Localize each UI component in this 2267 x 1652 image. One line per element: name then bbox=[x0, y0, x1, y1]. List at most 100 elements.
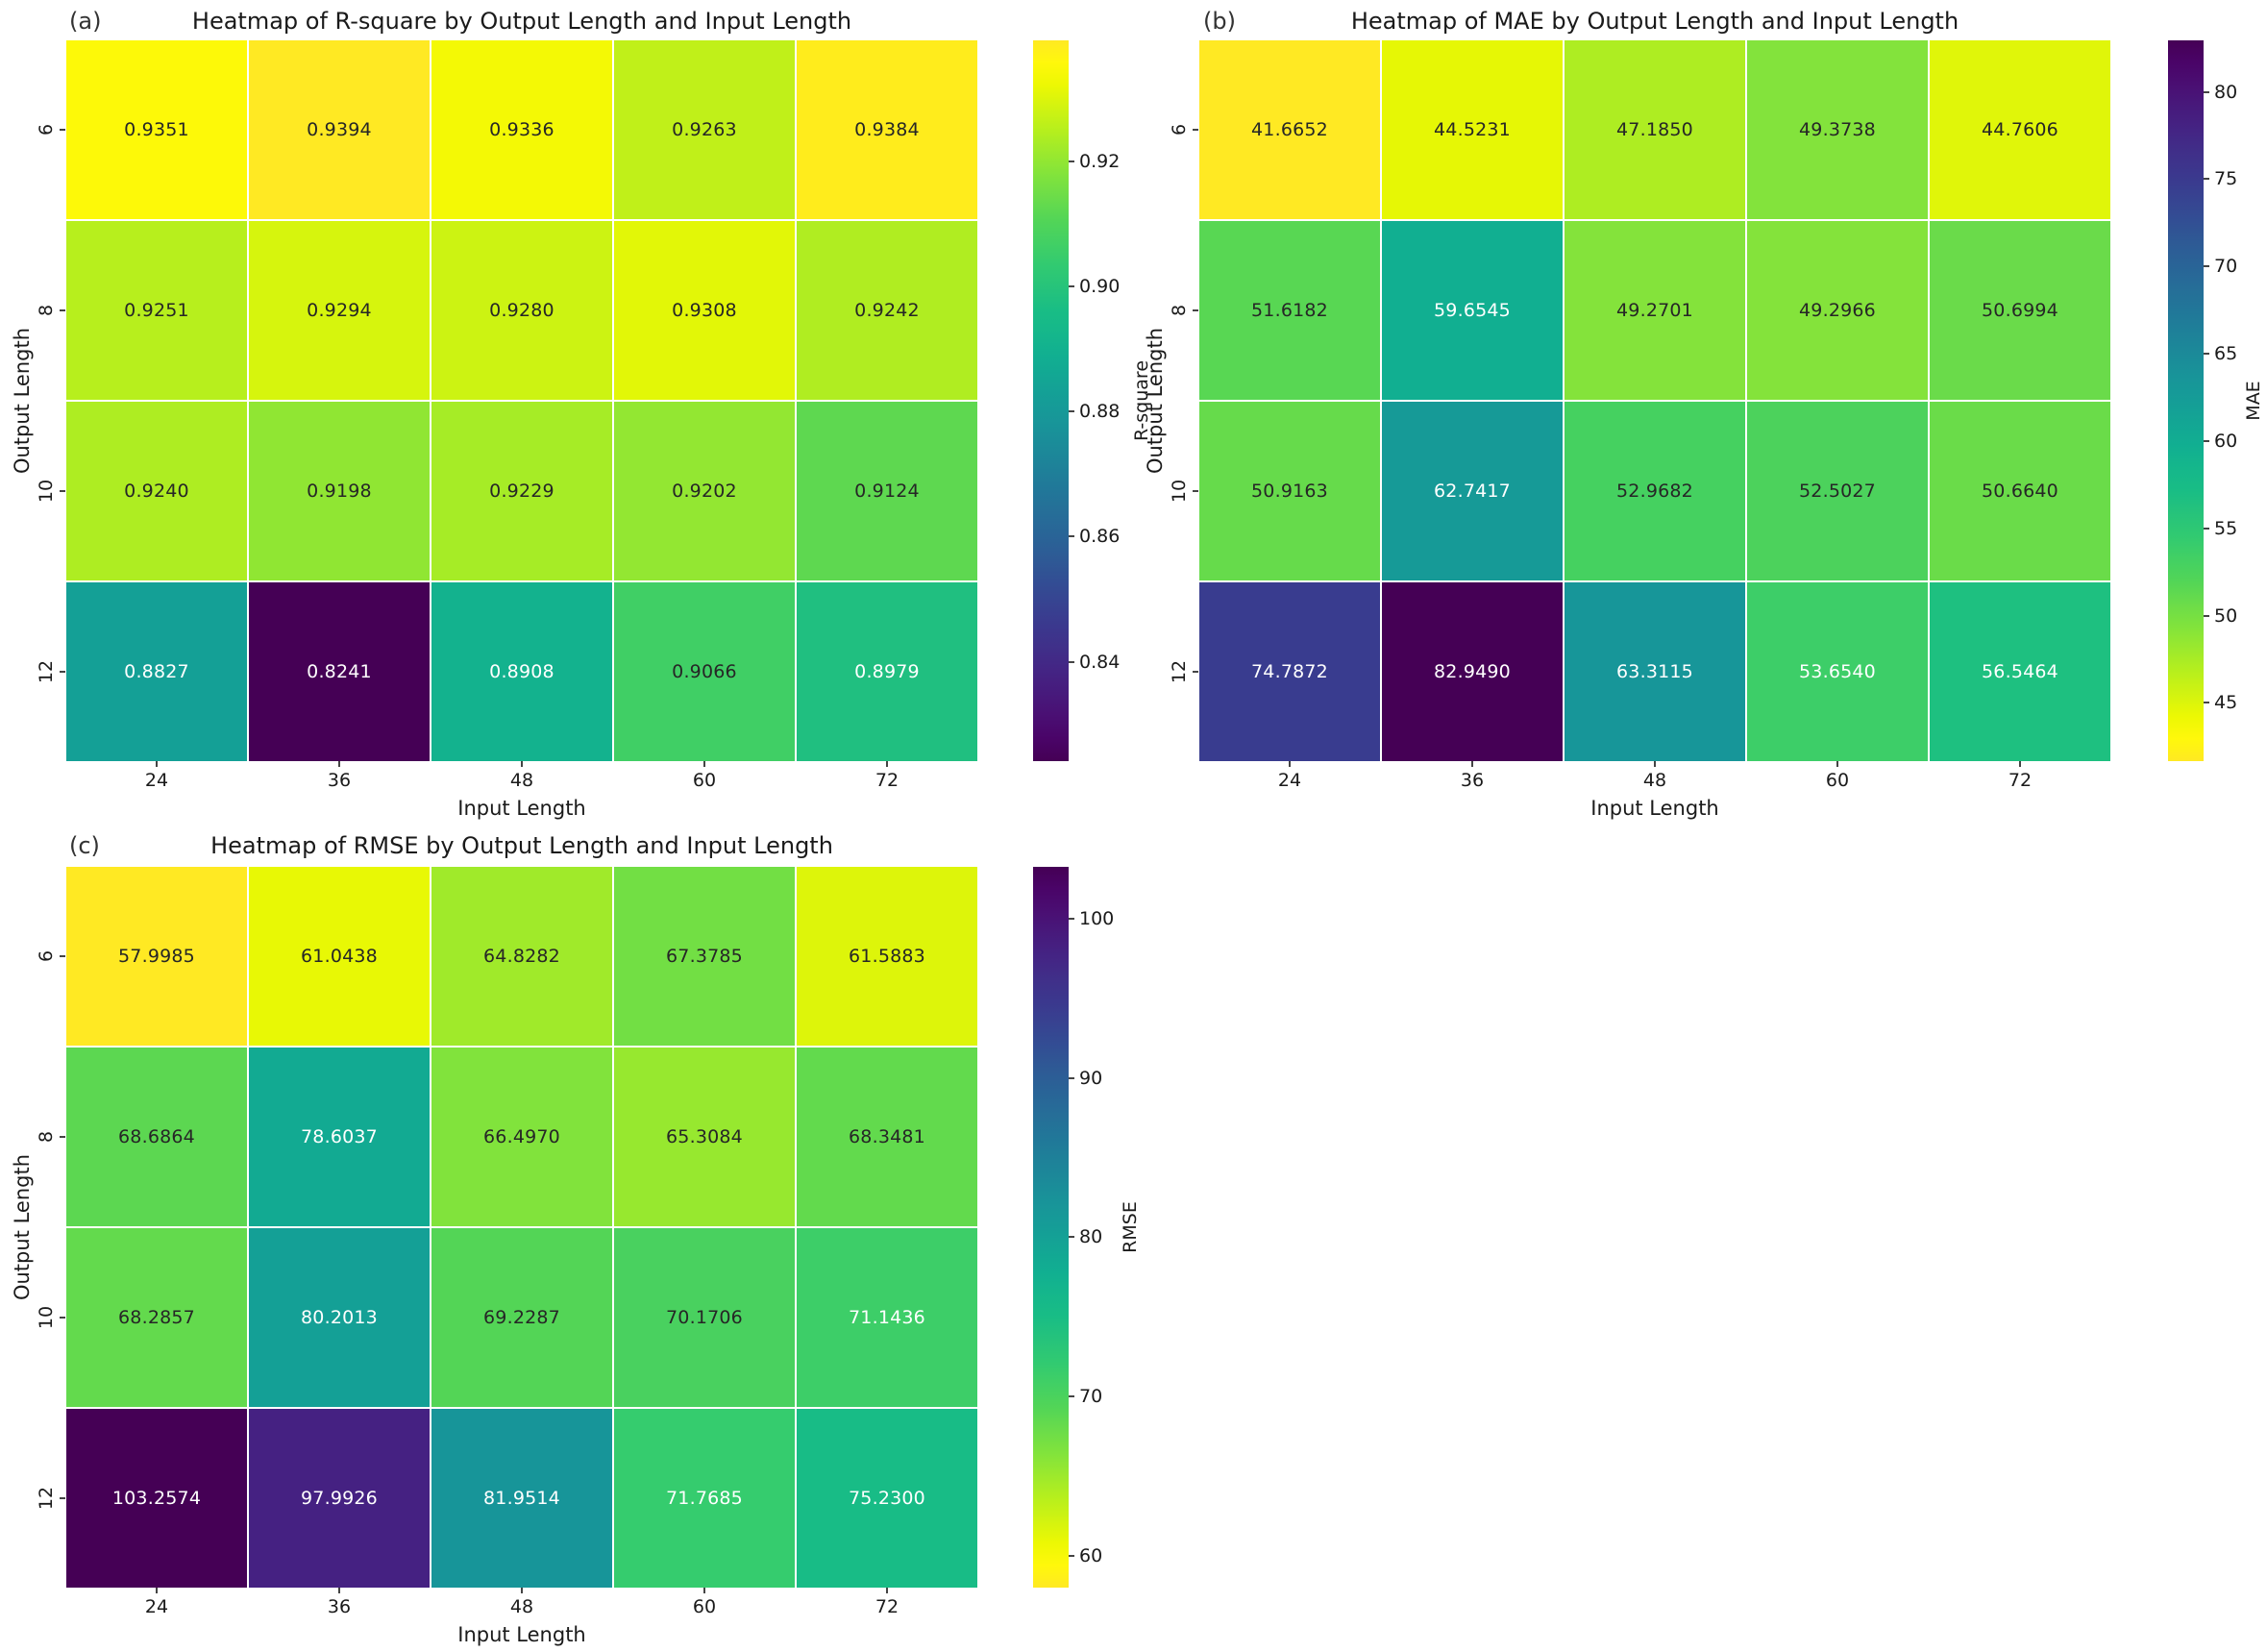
colorbar-tick-mark bbox=[2204, 90, 2209, 93]
colorbar-tick-mark bbox=[2204, 527, 2209, 530]
heatmap-grid: 41.6652 44.5231 47.1850 49.3738 44.7606 51.61… bbox=[1199, 40, 2110, 761]
heatmap-cell: 78.6037 bbox=[249, 1048, 430, 1226]
y-axis-label: Output Length bbox=[11, 1153, 34, 1301]
heatmap-cell: 59.6545 bbox=[1382, 221, 1563, 400]
x-tick-label: 24 bbox=[144, 1596, 169, 1617]
y-tick-label: 6 bbox=[36, 949, 57, 963]
y-tick-label: 10 bbox=[36, 1305, 57, 1330]
y-tick-mark bbox=[1193, 129, 1198, 131]
colorbar-tick-mark bbox=[1069, 1554, 1074, 1557]
y-tick-label: 12 bbox=[1169, 659, 1190, 684]
cell-value: 78.6037 bbox=[301, 1126, 378, 1147]
cell-value: 68.2857 bbox=[118, 1307, 195, 1328]
heatmap-cell: 71.7685 bbox=[614, 1409, 795, 1588]
cell-value: 0.9294 bbox=[307, 300, 372, 321]
x-tick-mark bbox=[886, 761, 888, 767]
cell-value: 61.5883 bbox=[849, 946, 925, 967]
colorbar-tick-label: 90 bbox=[1079, 1067, 1103, 1089]
heatmap-cell: 97.9926 bbox=[249, 1409, 430, 1588]
colorbar-tick-label: 75 bbox=[2214, 168, 2238, 190]
x-tick-mark bbox=[521, 761, 523, 767]
heatmap-cell: 61.5883 bbox=[797, 867, 977, 1046]
x-tick-label: 72 bbox=[875, 1596, 899, 1617]
x-tick-mark bbox=[156, 1588, 158, 1593]
cell-value: 0.9336 bbox=[489, 119, 554, 140]
heatmap-cell: 63.3115 bbox=[1565, 582, 1745, 761]
colorbar-tick-mark bbox=[2204, 439, 2209, 442]
colorbar-tick-mark bbox=[2204, 702, 2209, 704]
cell-value: 68.6864 bbox=[118, 1126, 195, 1147]
colorbar-tick-label: 45 bbox=[2214, 692, 2238, 714]
heatmap-cell: 56.5464 bbox=[1930, 582, 2110, 761]
chart-title: Heatmap of R-square by Output Length and… bbox=[191, 8, 852, 35]
colorbar-tick-mark bbox=[1069, 1236, 1074, 1239]
cell-value: 0.8241 bbox=[307, 661, 372, 682]
colorbar-tick-label: 60 bbox=[2214, 430, 2238, 452]
heatmap-grid: 57.9985 61.0438 64.8282 67.3785 61.5883 68.68… bbox=[66, 867, 977, 1588]
heatmap-cell: 82.9490 bbox=[1382, 582, 1563, 761]
heatmap-cell: 71.1436 bbox=[797, 1228, 977, 1407]
heatmap-cell: 0.8908 bbox=[431, 582, 612, 761]
colorbar-tick-mark bbox=[2204, 178, 2209, 181]
cell-value: 52.5027 bbox=[1799, 481, 1876, 502]
cell-value: 103.2574 bbox=[111, 1488, 202, 1509]
y-tick-label: 10 bbox=[1169, 479, 1190, 504]
cell-value: 68.3481 bbox=[849, 1126, 925, 1147]
panel-label: (c) bbox=[69, 832, 100, 859]
heatmap-cell: 0.9280 bbox=[431, 221, 612, 400]
y-tick-label: 8 bbox=[1169, 304, 1190, 317]
cell-value: 75.2300 bbox=[849, 1488, 925, 1509]
heatmap-cell: 0.9294 bbox=[249, 221, 430, 400]
cell-value: 62.7417 bbox=[1434, 481, 1511, 502]
cell-value: 53.6540 bbox=[1799, 661, 1876, 682]
x-tick-mark bbox=[703, 1588, 705, 1593]
cell-value: 57.9985 bbox=[118, 946, 195, 967]
colorbar-tick-label: 60 bbox=[1079, 1544, 1103, 1566]
colorbar-tick-label: 65 bbox=[2214, 343, 2238, 365]
cell-value: 0.9240 bbox=[124, 481, 189, 502]
x-tick-mark bbox=[156, 761, 158, 767]
colorbar-tick-mark bbox=[1069, 660, 1074, 663]
colorbar-tick-mark bbox=[1069, 160, 1074, 163]
y-tick-mark bbox=[60, 129, 65, 131]
x-tick-mark bbox=[2019, 761, 2021, 767]
heatmap-cell: 44.5231 bbox=[1382, 40, 1563, 219]
heatmap-cell: 0.8979 bbox=[797, 582, 977, 761]
y-tick-mark bbox=[60, 490, 65, 492]
colorbar-tick-mark bbox=[2204, 353, 2209, 356]
cell-value: 65.3084 bbox=[666, 1126, 743, 1147]
x-tick-mark bbox=[1289, 761, 1291, 767]
colorbar-tick-label: 70 bbox=[2214, 256, 2238, 278]
cell-value: 74.7872 bbox=[1251, 661, 1328, 682]
heatmap-cell: 51.6182 bbox=[1199, 221, 1380, 400]
x-tick-label: 60 bbox=[692, 770, 717, 791]
x-tick-mark bbox=[1654, 761, 1656, 767]
colorbar bbox=[1033, 40, 1069, 761]
cell-value: 44.7606 bbox=[1982, 119, 2058, 140]
cell-value: 64.8282 bbox=[483, 946, 560, 967]
y-tick-mark bbox=[60, 1497, 65, 1499]
heatmap-cell: 49.2966 bbox=[1747, 221, 1928, 400]
heatmap-cell: 50.6640 bbox=[1930, 402, 2110, 580]
y-tick-mark bbox=[60, 1136, 65, 1138]
cell-value: 71.7685 bbox=[666, 1488, 743, 1509]
heatmap-cell: 61.0438 bbox=[249, 867, 430, 1046]
colorbar-tick-label: 70 bbox=[1079, 1386, 1103, 1408]
heatmap-cell: 74.7872 bbox=[1199, 582, 1380, 761]
x-tick-label: 24 bbox=[1277, 770, 1302, 791]
colorbar-tick-label: 0.86 bbox=[1079, 526, 1121, 548]
cell-value: 49.2701 bbox=[1616, 300, 1693, 321]
x-tick-mark bbox=[1836, 761, 1838, 767]
heatmap-cell: 68.6864 bbox=[66, 1048, 247, 1226]
x-tick-label: 36 bbox=[1460, 770, 1485, 791]
heatmap-cell: 0.8827 bbox=[66, 582, 247, 761]
heatmap-cell: 67.3785 bbox=[614, 867, 795, 1046]
y-axis-label: Output Length bbox=[1144, 327, 1167, 475]
colorbar-tick-mark bbox=[2204, 265, 2209, 268]
cell-value: 61.0438 bbox=[301, 946, 378, 967]
heatmap-cell: 0.9202 bbox=[614, 402, 795, 580]
heatmap-cell: 69.2287 bbox=[431, 1228, 612, 1407]
cell-value: 0.8979 bbox=[854, 661, 920, 682]
